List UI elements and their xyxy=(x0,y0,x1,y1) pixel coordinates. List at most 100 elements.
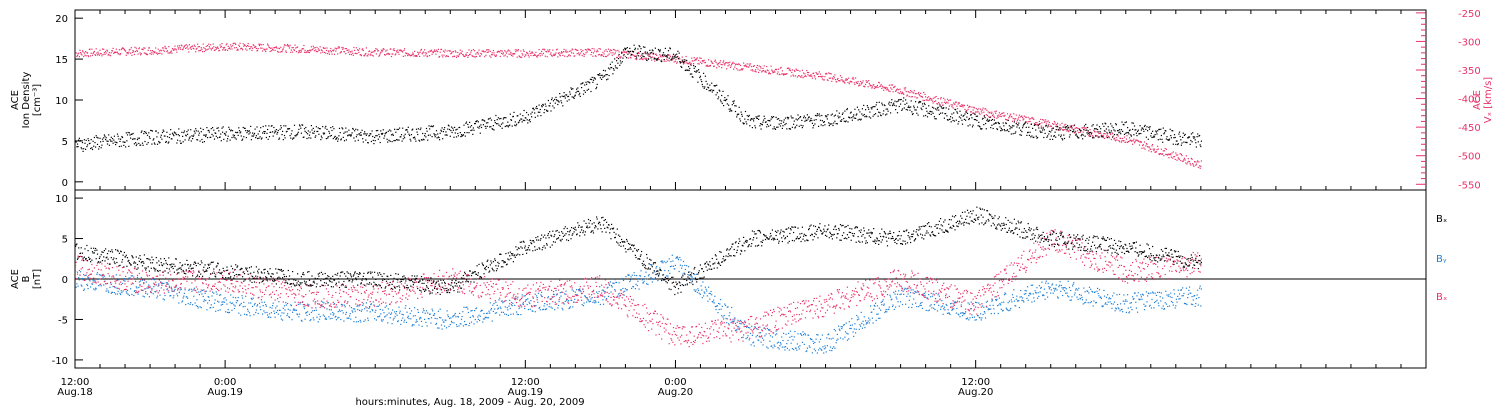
data-point-by xyxy=(779,345,781,347)
data-point-vx xyxy=(699,57,701,59)
data-point-density xyxy=(1100,128,1102,130)
data-point-by xyxy=(870,305,872,307)
data-point-vx xyxy=(93,51,95,53)
data-point-density xyxy=(723,99,725,101)
data-point-density xyxy=(198,132,200,134)
data-point-vx xyxy=(343,51,346,53)
data-point-vx xyxy=(470,49,473,52)
data-point-vx xyxy=(195,51,197,53)
data-point-vx xyxy=(405,52,407,54)
data-point-by xyxy=(841,328,843,330)
data-point-vx xyxy=(382,49,384,51)
data-point-by xyxy=(443,321,445,323)
data-point-density xyxy=(915,101,917,103)
data-point-density xyxy=(1112,127,1114,129)
data-point-by xyxy=(272,305,274,307)
data-point-vx xyxy=(645,57,647,59)
data-point-vx xyxy=(87,55,89,57)
data-point-density xyxy=(676,56,678,58)
data-point-density xyxy=(1006,130,1008,132)
data-point-density xyxy=(955,119,957,121)
data-point-vx xyxy=(177,45,179,47)
data-point-vx xyxy=(1060,127,1062,129)
data-point-density xyxy=(845,120,847,122)
data-point-by xyxy=(608,283,610,285)
data-point-by xyxy=(125,288,127,290)
data-point-density xyxy=(657,48,660,51)
data-point-by xyxy=(742,336,744,338)
data-point-vx xyxy=(247,45,249,47)
data-point-vx xyxy=(1068,129,1071,131)
data-point-density xyxy=(287,128,289,130)
data-point-density xyxy=(649,49,651,51)
data-point-density xyxy=(569,93,571,95)
data-point-by xyxy=(587,299,590,301)
data-point-density xyxy=(381,133,383,135)
data-point-by xyxy=(198,291,200,293)
data-point-vx xyxy=(90,55,92,57)
data-point-vx xyxy=(1197,160,1199,162)
data-point-density xyxy=(91,147,93,149)
data-point-density xyxy=(688,69,690,72)
data-point-density xyxy=(734,105,736,107)
data-point-by xyxy=(492,310,494,312)
data-point-by xyxy=(883,303,885,305)
data-point-density xyxy=(352,128,354,130)
data-point-vx xyxy=(519,55,521,58)
data-point-density xyxy=(135,144,137,147)
data-point-by xyxy=(370,303,372,305)
data-point-by xyxy=(419,316,421,318)
data-point-vx xyxy=(917,93,919,95)
data-point-vx xyxy=(1073,125,1075,127)
data-point-vx xyxy=(327,50,329,52)
data-point-vx xyxy=(413,55,415,57)
data-point-density xyxy=(327,136,329,138)
data-point-vx xyxy=(922,99,924,101)
data-point-density xyxy=(1200,140,1202,142)
data-point-vx xyxy=(509,53,511,55)
data-point-vx xyxy=(494,54,496,56)
data-point-density xyxy=(123,144,125,146)
data-point-vx xyxy=(315,51,317,53)
data-point-vx xyxy=(89,48,91,50)
data-point-density xyxy=(658,50,660,52)
data-point-density xyxy=(582,93,585,95)
data-point-density xyxy=(1165,138,1167,140)
data-point-vx xyxy=(942,104,944,106)
data-point-by xyxy=(561,291,563,293)
data-point-density xyxy=(382,132,384,134)
data-point-density xyxy=(257,137,259,140)
data-point-by xyxy=(255,309,257,311)
data-point-density xyxy=(689,67,691,70)
data-point-vx xyxy=(883,89,885,91)
data-point-by xyxy=(440,324,443,326)
data-point-vx xyxy=(1056,124,1058,126)
data-point-vx xyxy=(419,51,421,53)
data-point-density xyxy=(422,132,424,135)
data-point-density xyxy=(1122,130,1124,132)
data-point-vx xyxy=(1061,122,1063,124)
data-point-by xyxy=(731,306,733,309)
data-point-vx xyxy=(1028,118,1030,120)
data-point-vx xyxy=(1052,123,1054,125)
data-point-vx xyxy=(1147,146,1149,148)
data-point-density xyxy=(680,65,682,68)
data-point-by xyxy=(898,290,900,292)
data-point-density xyxy=(166,136,169,138)
data-point-vx xyxy=(120,53,122,55)
data-point-vx xyxy=(711,61,713,63)
data-point-by xyxy=(475,307,478,309)
data-point-density xyxy=(1040,131,1042,133)
data-point-vx xyxy=(1048,121,1050,123)
data-point-density xyxy=(997,121,999,124)
data-point-by xyxy=(679,256,681,259)
data-point-vx xyxy=(422,51,424,53)
data-point-by xyxy=(392,319,394,321)
data-point-vx xyxy=(152,53,154,55)
data-point-vx xyxy=(779,67,782,69)
data-point-density xyxy=(383,137,385,139)
data-point-density xyxy=(760,128,762,130)
data-point-density xyxy=(1039,130,1041,132)
data-point-by xyxy=(305,312,307,314)
data-point-density xyxy=(482,119,484,121)
